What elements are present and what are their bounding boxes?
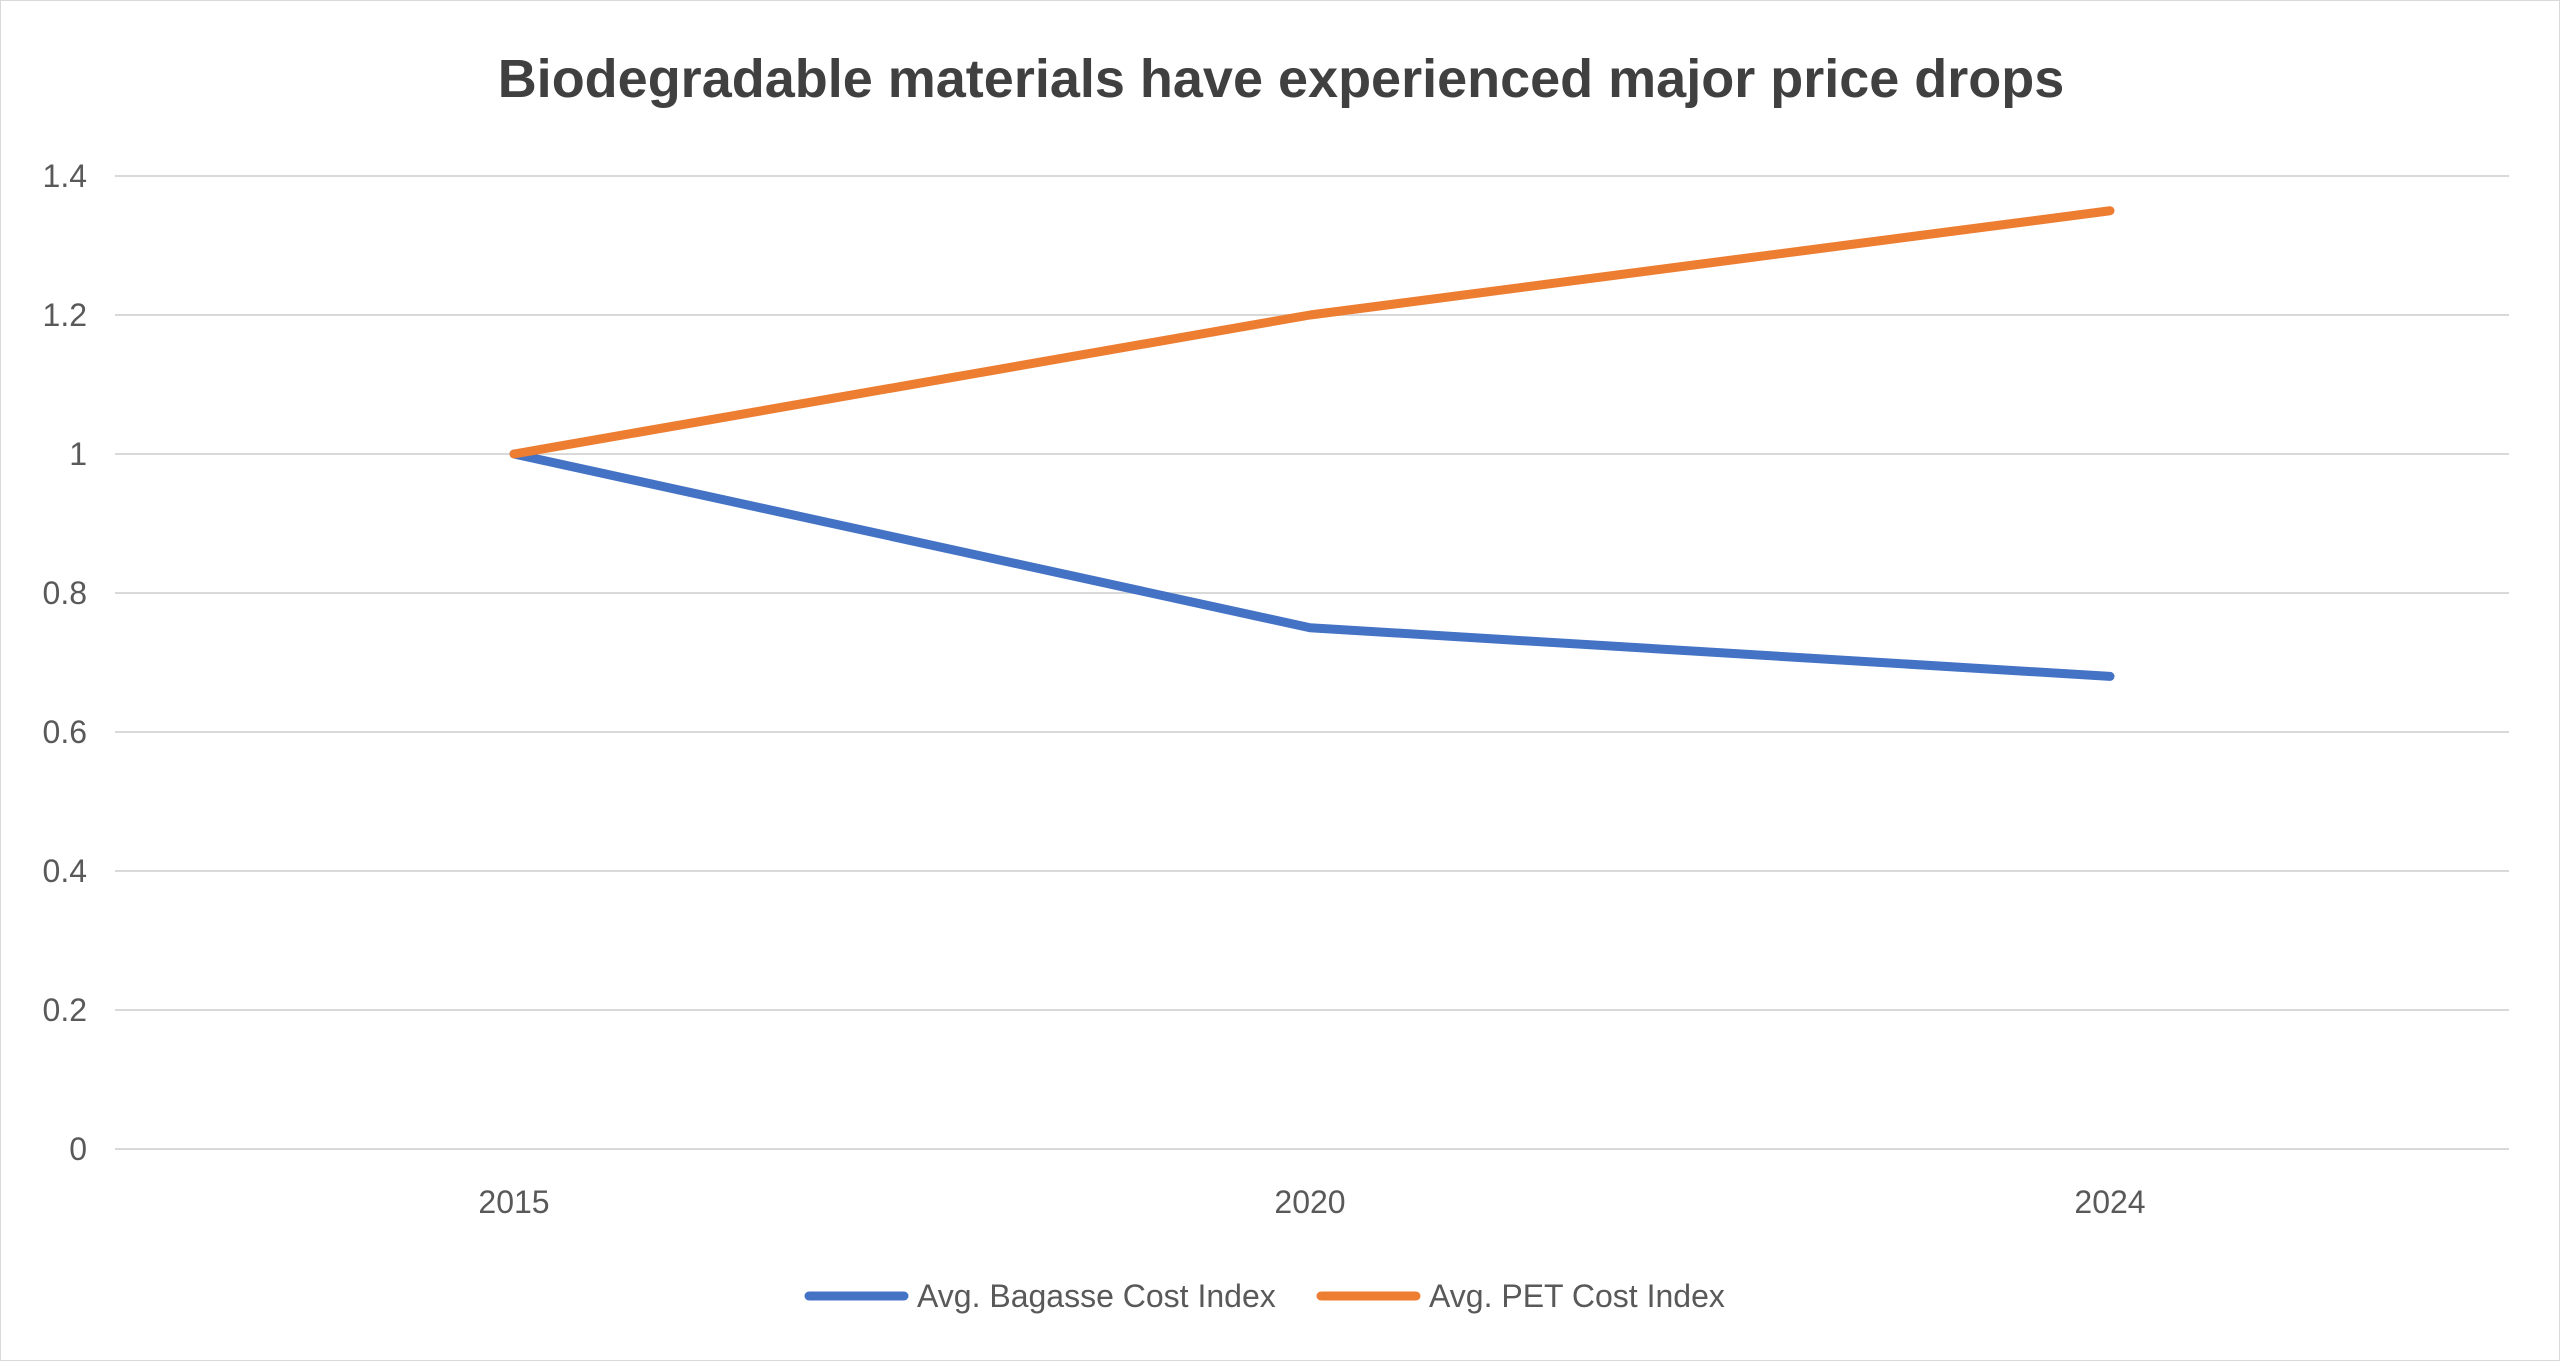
x-tick-label: 2024	[2074, 1184, 2145, 1220]
y-tick-label: 0.4	[43, 853, 87, 889]
gridlines	[115, 176, 2509, 1149]
series-line-1	[514, 211, 2110, 454]
x-axis-ticks: 2015 2020 2024	[478, 1184, 2145, 1220]
x-tick-label: 2015	[478, 1184, 549, 1220]
x-tick-label: 2020	[1274, 1184, 1345, 1220]
y-tick-label: 0.8	[43, 575, 87, 611]
legend-label: Avg. PET Cost Index	[1429, 1278, 1725, 1314]
series-line-0	[514, 454, 2110, 676]
legend-label: Avg. Bagasse Cost Index	[917, 1278, 1276, 1314]
y-tick-label: 0	[69, 1131, 87, 1167]
y-tick-label: 1	[69, 436, 87, 472]
y-axis-ticks: 0 0.2 0.4 0.6 0.8 1 1.2 1.4	[43, 158, 87, 1167]
y-tick-label: 0.2	[43, 992, 87, 1028]
series-lines	[514, 211, 2110, 677]
y-tick-label: 0.6	[43, 714, 87, 750]
y-tick-label: 1.4	[43, 158, 87, 194]
legend: Avg. Bagasse Cost Index Avg. PET Cost Ind…	[809, 1278, 1725, 1314]
chart-title: Biodegradable materials have experienced…	[498, 49, 2065, 109]
y-tick-label: 1.2	[43, 297, 87, 333]
